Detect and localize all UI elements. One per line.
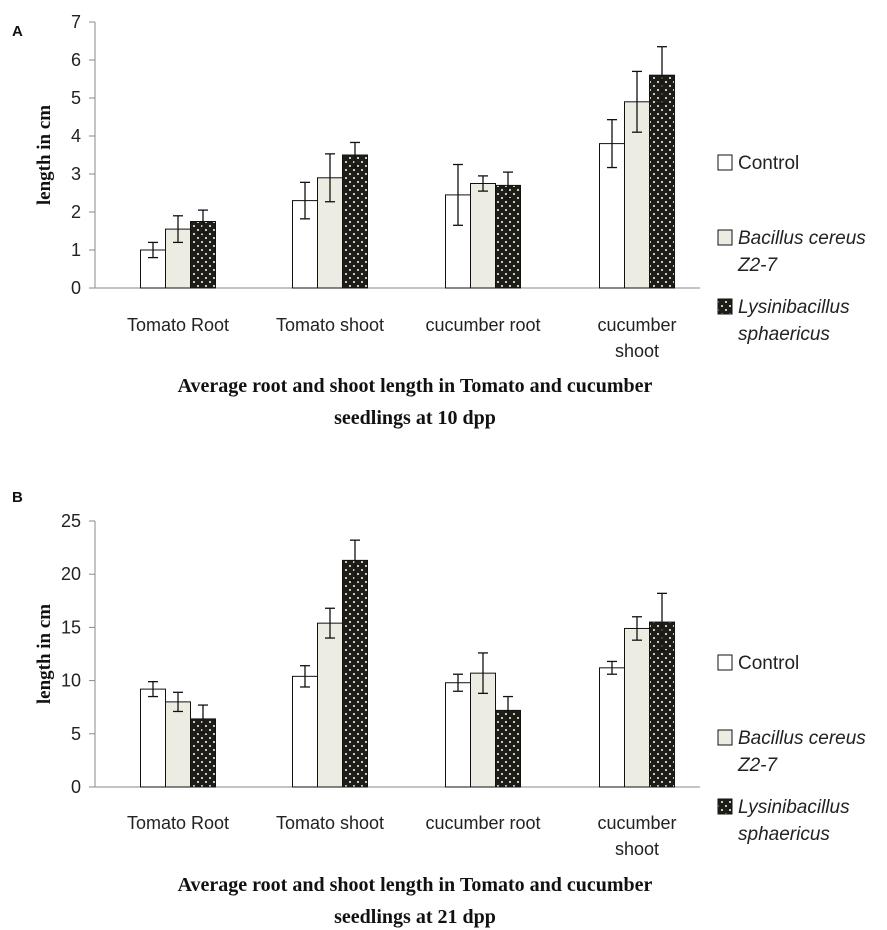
legend-label: Control (738, 153, 799, 174)
y-axis-label: length in cm (34, 105, 55, 205)
x-tick-label: cucumber root (425, 315, 540, 335)
y-tick-label: 3 (71, 164, 81, 184)
chart-panel-b: B 0 5 10 15 20 25 length in cm Tomato Root Tomato… (12, 489, 866, 928)
y-tick-label: 10 (61, 671, 81, 691)
x-tick-label: Tomato shoot (276, 813, 384, 833)
bar (165, 701, 191, 788)
y-tick-label: 5 (71, 88, 81, 108)
y-axis-label: length in cm (34, 604, 55, 704)
bar (292, 675, 318, 788)
chart-title: Average root and shoot length in Tomato … (178, 375, 653, 397)
legend-swatch (717, 154, 733, 171)
panel-label: A (12, 23, 23, 40)
bar (624, 627, 650, 788)
chart-title: seedlings at 10 dpp (334, 407, 496, 429)
y-tick-label: 1 (71, 240, 81, 260)
x-tick-label: cucumber (597, 315, 676, 335)
panel-label: B (12, 489, 23, 506)
y-tick-label: 0 (71, 278, 81, 298)
x-tick-label: shoot (615, 839, 659, 859)
y-tick-label: 20 (61, 564, 81, 584)
bar (342, 559, 368, 788)
legend-swatch (717, 298, 733, 315)
x-tick-label: Tomato Root (127, 315, 229, 335)
bar (495, 184, 521, 289)
legend-label: Z2-7 (737, 255, 779, 276)
bar (140, 688, 166, 788)
bar (445, 682, 471, 788)
y-tick-label: 4 (71, 126, 81, 146)
y-tick-label: 15 (61, 617, 81, 637)
bar (165, 228, 191, 289)
y-tick-label: 5 (71, 724, 81, 744)
legend-label: Z2-7 (737, 755, 779, 776)
bar (649, 74, 675, 289)
x-tick-label: Tomato Root (127, 813, 229, 833)
bar (342, 154, 368, 289)
x-tick-label: cucumber (597, 813, 676, 833)
legend-label: sphaericus (738, 824, 830, 845)
chart-panel-a: A 0 1 2 3 4 5 6 7 length in cm Tomato Root Tomato s… (12, 12, 866, 429)
chart-title: seedlings at 21 dpp (334, 906, 496, 928)
bar (317, 622, 343, 788)
y-tick-label: 25 (61, 511, 81, 531)
legend-label: Control (738, 653, 799, 674)
chart-title: Average root and shoot length in Tomato … (178, 874, 653, 896)
legend-label: Lysinibacillus (738, 297, 850, 318)
y-tick-label: 2 (71, 202, 81, 222)
bar (599, 667, 625, 788)
y-tick-label: 7 (71, 12, 81, 32)
y-tick-label: 6 (71, 50, 81, 70)
y-tick-label: 0 (71, 777, 81, 797)
bar (470, 183, 496, 289)
legend-label: Bacillus cereus (738, 728, 866, 749)
legend-label: Bacillus cereus (738, 228, 866, 249)
legend-swatch (717, 229, 733, 246)
legend-swatch (717, 798, 733, 815)
x-tick-label: shoot (615, 341, 659, 361)
x-tick-label: Tomato shoot (276, 315, 384, 335)
legend-label: Lysinibacillus (738, 797, 850, 818)
bar (190, 221, 216, 289)
x-tick-label: cucumber root (425, 813, 540, 833)
legend-swatch (717, 654, 733, 671)
legend-label: sphaericus (738, 324, 830, 345)
legend-swatch (717, 729, 733, 746)
